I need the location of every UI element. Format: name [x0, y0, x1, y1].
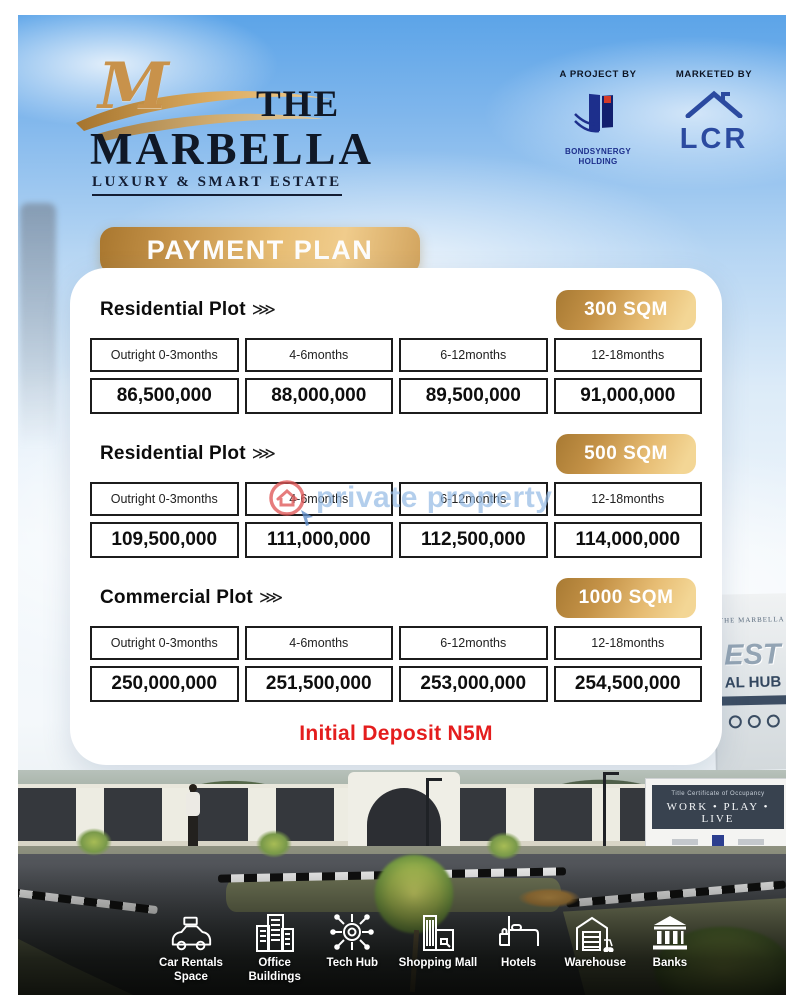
header-cell: 4-6months: [244, 482, 393, 516]
private-property-watermark: private property: [266, 477, 553, 526]
table-header-row: Outright 0-3months 4-6months 6-12months …: [90, 482, 702, 516]
amenity-label: Tech Hub: [326, 957, 379, 970]
side-billboard: THE MARBELLA EST AL HUB: [712, 593, 786, 771]
table-value-row: 109,500,000 111,000,000 112,500,000 114,…: [90, 516, 702, 558]
chevrons-icon: ⋙: [251, 444, 277, 463]
brand-name: MARBELLA: [90, 124, 375, 174]
plot-type-title: Residential Plot ⋙: [100, 299, 276, 321]
plot-type-text: Commercial Plot: [100, 587, 253, 608]
plot-type-title: Residential Plot ⋙: [100, 443, 276, 465]
plan-section-300sqm: Residential Plot ⋙ 300 SQM Outright 0-3mo…: [90, 290, 702, 414]
estate-photo: Title Certificate of Occupancy WORK • PL…: [18, 770, 786, 995]
amenity-label: Hotels: [501, 957, 537, 970]
amenity-label: Car Rentals Space: [159, 957, 223, 984]
watermark-cursor-icon: [301, 510, 313, 526]
warehouse-icon: [553, 906, 637, 953]
header-cell: 6-12months: [399, 482, 548, 516]
project-by-label: A PROJECT BY: [559, 69, 637, 80]
amenity-warehouse: Warehouse: [553, 906, 637, 971]
brand-the: THE: [256, 84, 341, 125]
brand-monogram: M: [98, 49, 169, 124]
header-cell: 12-18months: [553, 338, 702, 372]
amenity-banks: Banks: [642, 906, 698, 971]
faint-building-silhouette: [20, 203, 56, 461]
project-by-name: BONDSYNERGY HOLDING: [565, 147, 631, 166]
amenity-label: Banks: [652, 957, 688, 970]
price-cell: 88,000,000: [244, 378, 393, 414]
header-cell: Outright 0-3months: [90, 626, 239, 660]
table-header-row: Outright 0-3months 4-6months 6-12months …: [90, 338, 702, 372]
office-buildings-icon: [237, 906, 313, 953]
marketed-by-name: LCR: [679, 123, 749, 155]
amenity-tech-hub: Tech Hub: [317, 906, 387, 971]
header-cell: 12-18months: [553, 482, 702, 516]
price-cell: 254,500,000: [553, 666, 702, 702]
price-cell: 86,500,000: [90, 378, 239, 414]
side-billboard-brand: THE MARBELLA: [718, 615, 785, 625]
table-value-row: 86,500,000 88,000,000 89,500,000 91,000,…: [90, 372, 702, 414]
price-cell: 111,000,000: [244, 522, 393, 558]
tech-hub-icon: [317, 906, 387, 952]
shopping-mall-icon: [392, 906, 484, 952]
price-cell: 109,500,000: [90, 522, 239, 558]
payment-plan-card: Residential Plot ⋙ 300 SQM Outright 0-3mo…: [70, 268, 722, 765]
initial-deposit-note: Initial Deposit N5M: [299, 722, 493, 745]
size-badge: 300 SQM: [556, 290, 696, 330]
table-value-row: 250,000,000 251,500,000 253,000,000 254,…: [90, 660, 702, 702]
header-cell: 4-6months: [244, 338, 393, 372]
price-cell: 250,000,000: [90, 666, 239, 702]
header-cell: 6-12months: [399, 626, 548, 660]
watermark-text: private property: [316, 481, 553, 514]
amenity-label: Warehouse: [564, 957, 627, 970]
header-cell: 6-12months: [399, 338, 548, 372]
payment-plan-heading: PAYMENT PLAN: [100, 227, 420, 274]
size-badge: 1000 SQM: [556, 578, 696, 618]
header-cell: Outright 0-3months: [90, 338, 239, 372]
header-cell: Outright 0-3months: [90, 482, 239, 516]
header-cell: 12-18months: [553, 626, 702, 660]
header-cell: 4-6months: [244, 626, 393, 660]
price-cell: 251,500,000: [244, 666, 393, 702]
payment-plan-heading-text: PAYMENT PLAN: [146, 235, 374, 265]
gold-swoosh-icon: [76, 91, 331, 141]
size-badge: 500 SQM: [556, 434, 696, 474]
table-header-row: Outright 0-3months 4-6months 6-12months …: [90, 626, 702, 660]
side-billboard-icons: [717, 714, 786, 729]
price-cell: 114,000,000: [553, 522, 702, 558]
plot-type-text: Residential Plot: [100, 443, 246, 464]
car-icon: [150, 906, 232, 952]
price-cell: 91,000,000: [553, 378, 702, 414]
bank-icon: [642, 906, 698, 952]
amenity-label: Shopping Mall: [398, 957, 478, 970]
plot-type-text: Residential Plot: [100, 299, 246, 320]
hotel-icon: [489, 906, 549, 952]
amenity-shopping-mall: Shopping Mall: [392, 906, 484, 971]
marketed-by-block: MARKETED BY LCR: [654, 69, 774, 156]
plan-section-500sqm: Residential Plot ⋙ 500 SQM Outright 0-3mo…: [90, 434, 702, 558]
side-billboard-band: [720, 695, 786, 706]
price-cell: 89,500,000: [399, 378, 548, 414]
brand-tagline: LUXURY & SMART ESTATE: [92, 174, 342, 196]
lcr-roof-icon: [654, 88, 774, 123]
amenity-car-rentals: Car Rentals Space: [150, 906, 232, 985]
amenity-hotels: Hotels: [489, 906, 549, 971]
plan-section-1000sqm: Commercial Plot ⋙ 1000 SQM Outright 0-3mo…: [90, 578, 702, 702]
flyer-canvas: M THE MARBELLA LUXURY & SMART ESTATE A P…: [18, 15, 786, 995]
plot-type-title: Commercial Plot ⋙: [100, 587, 283, 609]
marbella-logo: M THE MARBELLA LUXURY & SMART ESTATE: [76, 43, 406, 196]
amenities-row: Car Rentals Space Office Buildings: [150, 906, 698, 985]
price-cell: 253,000,000: [399, 666, 548, 702]
chevrons-icon: ⋙: [251, 300, 277, 319]
side-billboard-big-text: EST: [723, 638, 781, 672]
photo-dark-overlay: [18, 770, 786, 995]
amenity-office-buildings: Office Buildings: [237, 906, 313, 985]
side-billboard-sub-text: AL HUB: [724, 673, 782, 692]
project-by-block: A PROJECT BY BONDSYNERGY HOLDING: [536, 69, 660, 167]
chevrons-icon: ⋙: [258, 588, 284, 607]
marketed-by-label: MARKETED BY: [675, 69, 753, 80]
price-cell: 112,500,000: [399, 522, 548, 558]
amenity-label: Office Buildings: [248, 957, 301, 984]
bondsynergy-logo-icon: [536, 88, 660, 145]
